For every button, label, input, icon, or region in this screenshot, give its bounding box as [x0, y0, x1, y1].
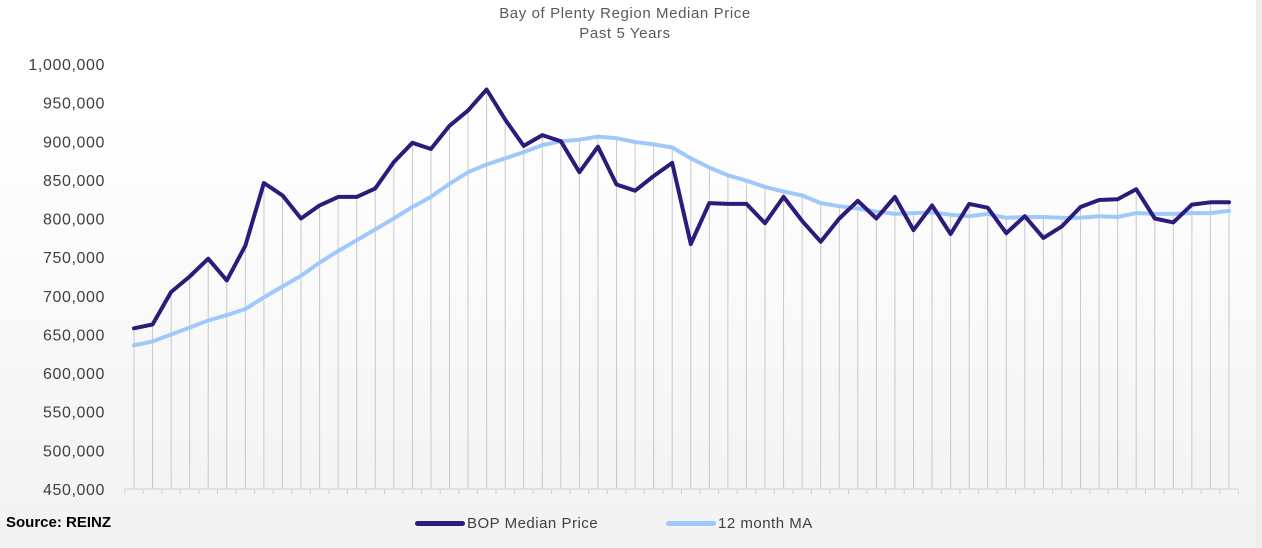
y-tick-label: 1,000,000 [28, 57, 105, 74]
y-tick-label: 650,000 [43, 327, 105, 344]
chart-title: Bay of Plenty Region Median Price [499, 5, 751, 22]
y-tick-label: 500,000 [43, 443, 105, 460]
y-tick-label: 850,000 [43, 173, 105, 190]
y-tick-label: 700,000 [43, 289, 105, 306]
y-tick-label: 900,000 [43, 134, 105, 151]
y-tick-label: 550,000 [43, 405, 105, 422]
legend-item-ma: 12 month MA [666, 515, 813, 532]
x-axis [124, 488, 1239, 494]
y-tick-label: 450,000 [43, 482, 105, 499]
series-line-bop-median-price [132, 87, 1231, 331]
legend-label-median: BOP Median Price [467, 515, 599, 532]
legend-swatch-median [415, 521, 465, 526]
y-tick-label: 800,000 [43, 212, 105, 229]
legend-label-ma: 12 month MA [718, 515, 813, 532]
legend-swatch-ma [666, 521, 716, 526]
legend-item-median: BOP Median Price [415, 515, 598, 532]
chart-subtitle: Past 5 Years [579, 25, 670, 42]
y-tick-label: 750,000 [43, 250, 105, 267]
y-tick-label: 950,000 [43, 96, 105, 113]
series-lines [132, 87, 1231, 348]
source-note: Source: REINZ [6, 514, 112, 531]
series-line-12-month-ma [132, 134, 1231, 348]
y-axis-ticks: 1,000,000 950,000 900,000 850,000 800,000 750… [28, 57, 105, 499]
drop-lines [133, 89, 1230, 489]
y-tick-label: 600,000 [43, 366, 105, 383]
